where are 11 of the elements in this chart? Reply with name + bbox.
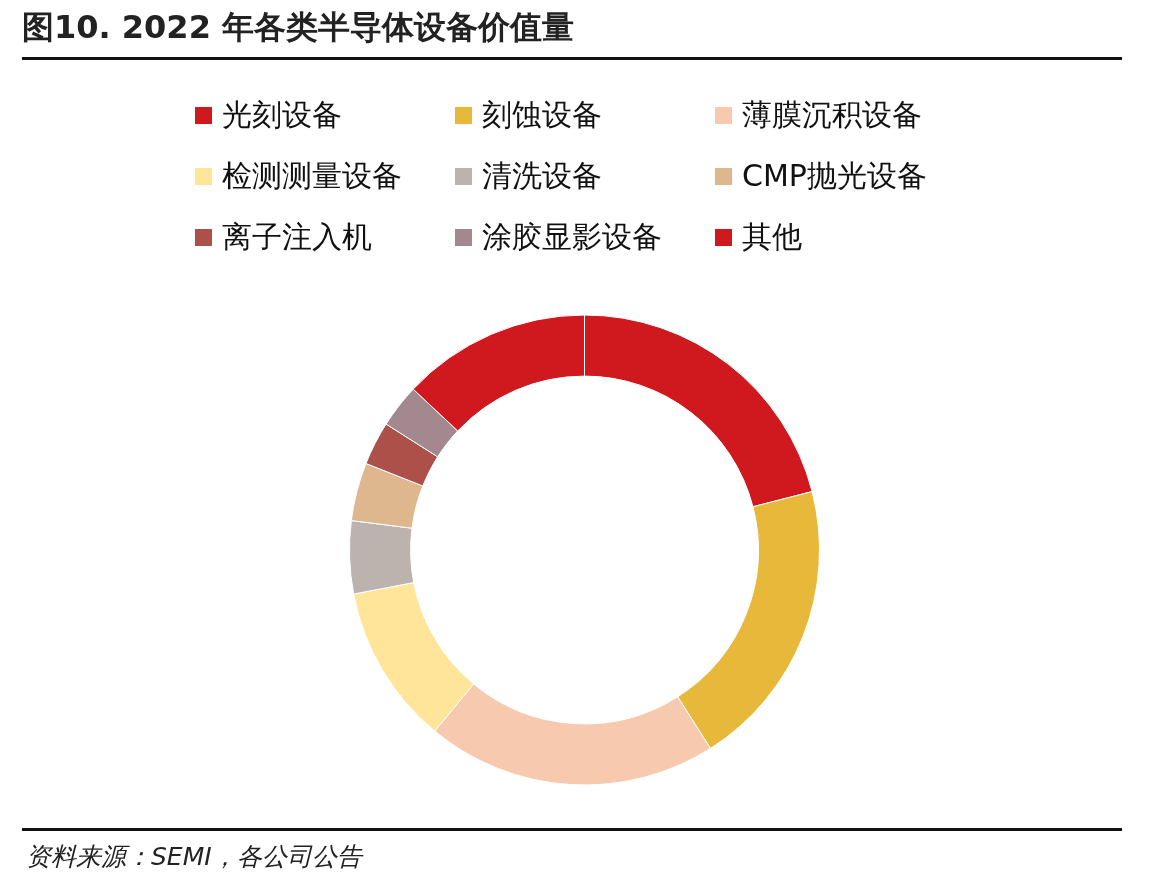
legend-label: 刻蚀设备 xyxy=(482,96,602,134)
legend-label: 薄膜沉积设备 xyxy=(742,96,922,134)
chart-title: 图10. 2022 年各类半导体设备价值量 xyxy=(22,7,575,48)
legend-label: 检测测量设备 xyxy=(222,157,402,195)
text: 资料来源：SEMI，各公司公告 xyxy=(26,841,362,873)
legend-label: 其他 xyxy=(742,218,802,256)
legend-label: 离子注入机 xyxy=(222,218,372,256)
legend-label: 涂胶显影设备 xyxy=(482,218,662,256)
legend-label: 清洗设备 xyxy=(482,157,602,195)
legend-label: 光刻设备 xyxy=(222,96,342,134)
legend-label: CMP抛光设备 xyxy=(742,157,927,195)
